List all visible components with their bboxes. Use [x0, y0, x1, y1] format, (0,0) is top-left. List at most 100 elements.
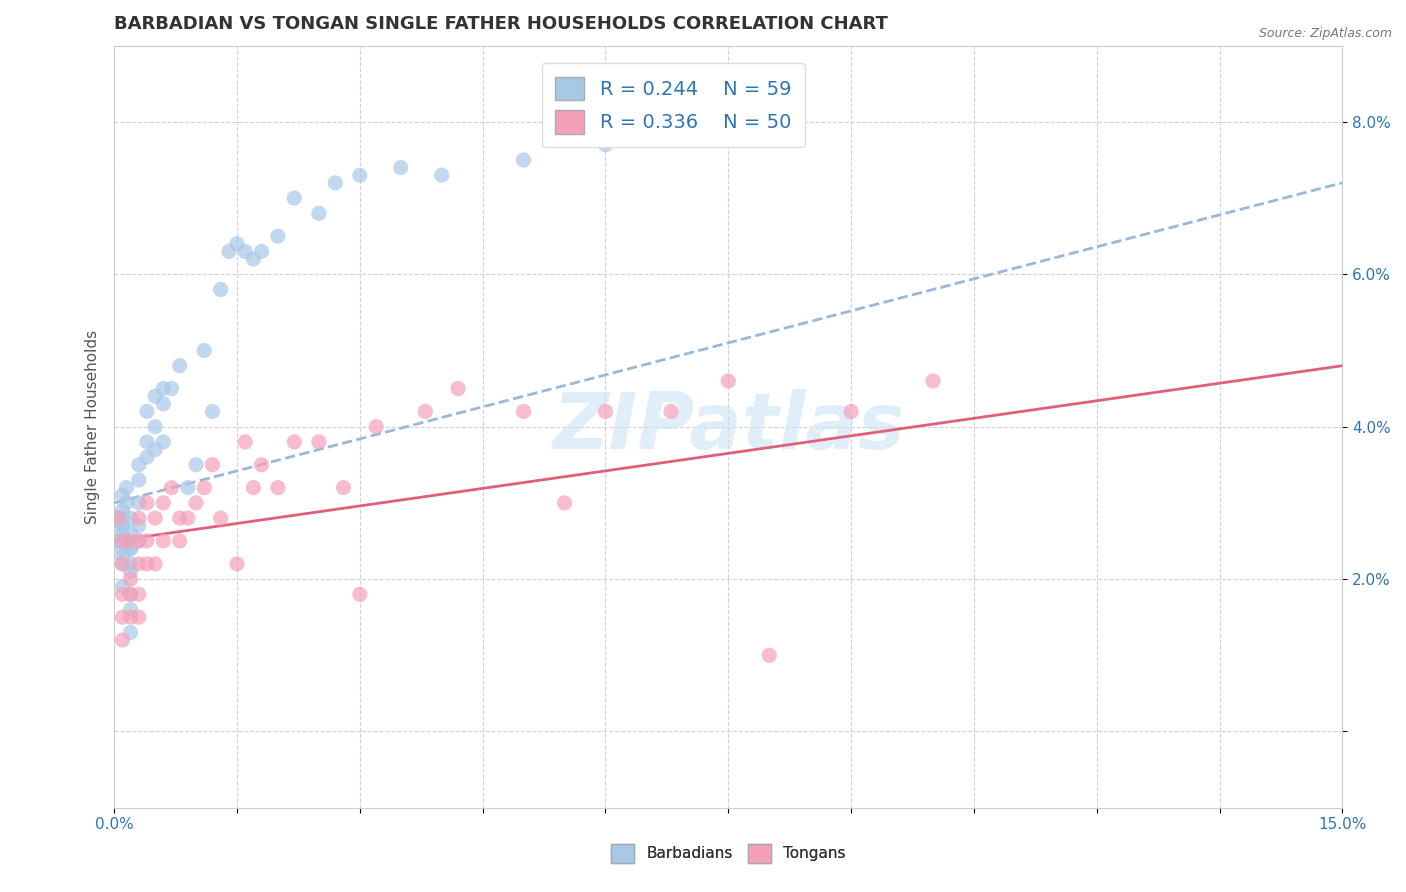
Point	[512, 153, 534, 167]
Point	[107, 533, 129, 548]
Point	[120, 526, 142, 541]
Point	[415, 404, 437, 418]
Text: ZIPatlas: ZIPatlas	[553, 389, 904, 465]
Point	[201, 458, 224, 472]
Text: BARBADIAN VS TONGAN SINGLE FATHER HOUSEHOLDS CORRELATION CHART: BARBADIAN VS TONGAN SINGLE FATHER HOUSEH…	[114, 15, 889, 33]
Point	[128, 518, 150, 533]
Point	[143, 389, 166, 403]
Point	[193, 481, 215, 495]
Point	[136, 404, 159, 418]
Point	[242, 252, 264, 266]
Point	[120, 511, 142, 525]
Point	[128, 587, 150, 601]
Point	[143, 557, 166, 571]
Point	[209, 511, 232, 525]
Point	[111, 526, 134, 541]
Point	[115, 481, 138, 495]
Point	[218, 244, 240, 259]
Legend: Barbadians, Tongans: Barbadians, Tongans	[605, 838, 852, 869]
Point	[152, 434, 174, 449]
Point	[233, 244, 256, 259]
Point	[169, 359, 191, 373]
Point	[120, 587, 142, 601]
Point	[233, 434, 256, 449]
Point	[111, 518, 134, 533]
Point	[839, 404, 862, 418]
Point	[111, 533, 134, 548]
Y-axis label: Single Father Households: Single Father Households	[86, 330, 100, 524]
Point	[447, 382, 470, 396]
Point	[595, 404, 617, 418]
Point	[128, 533, 150, 548]
Point	[128, 557, 150, 571]
Point	[120, 610, 142, 624]
Text: Source: ZipAtlas.com: Source: ZipAtlas.com	[1258, 27, 1392, 40]
Point	[107, 511, 129, 525]
Point	[160, 481, 183, 495]
Point	[283, 191, 305, 205]
Point	[120, 541, 142, 556]
Point	[152, 496, 174, 510]
Point	[111, 533, 134, 548]
Point	[120, 602, 142, 616]
Point	[120, 572, 142, 586]
Point	[430, 168, 453, 182]
Point	[120, 533, 142, 548]
Point	[152, 382, 174, 396]
Point	[366, 419, 388, 434]
Point	[107, 511, 129, 525]
Point	[595, 137, 617, 152]
Point	[111, 610, 134, 624]
Point	[201, 404, 224, 418]
Point	[308, 434, 330, 449]
Point	[226, 236, 249, 251]
Point	[250, 458, 273, 472]
Point	[136, 496, 159, 510]
Point	[349, 587, 371, 601]
Point	[160, 382, 183, 396]
Point	[267, 229, 290, 244]
Point	[193, 343, 215, 358]
Point	[283, 434, 305, 449]
Point	[143, 419, 166, 434]
Point	[128, 458, 150, 472]
Point	[143, 442, 166, 457]
Point	[136, 533, 159, 548]
Point	[128, 496, 150, 510]
Point	[184, 496, 207, 510]
Point	[226, 557, 249, 571]
Point	[111, 518, 134, 533]
Point	[115, 496, 138, 510]
Point	[111, 587, 134, 601]
Point	[717, 374, 740, 388]
Point	[136, 450, 159, 465]
Point	[169, 511, 191, 525]
Point	[120, 625, 142, 640]
Point	[111, 511, 134, 525]
Point	[349, 168, 371, 182]
Point	[111, 488, 134, 502]
Point	[922, 374, 945, 388]
Point	[120, 541, 142, 556]
Point	[512, 404, 534, 418]
Point	[323, 176, 346, 190]
Point	[389, 161, 412, 175]
Point	[554, 496, 576, 510]
Point	[152, 397, 174, 411]
Point	[120, 557, 142, 571]
Point	[111, 557, 134, 571]
Point	[659, 404, 682, 418]
Point	[184, 458, 207, 472]
Point	[120, 565, 142, 579]
Point	[120, 587, 142, 601]
Point	[128, 533, 150, 548]
Point	[177, 511, 200, 525]
Point	[111, 557, 134, 571]
Point	[143, 511, 166, 525]
Point	[169, 533, 191, 548]
Point	[136, 557, 159, 571]
Point	[111, 549, 134, 564]
Point	[111, 580, 134, 594]
Point	[308, 206, 330, 220]
Point	[128, 511, 150, 525]
